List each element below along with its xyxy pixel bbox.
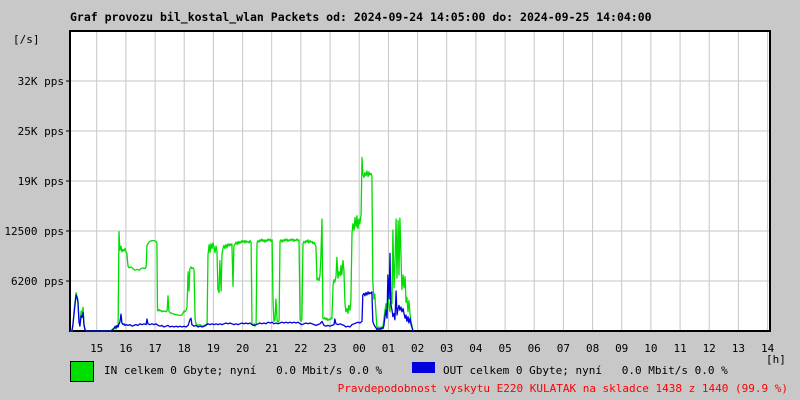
y-tick-label: 32K pps: [18, 75, 64, 88]
x-tick-label: 17: [148, 342, 161, 355]
legend-out-label: OUT celkem 0 Gbyte; nyní 0.0 Mbit/s 0.0 …: [443, 364, 728, 377]
x-tick-label: 08: [586, 342, 599, 355]
x-tick-label: 12: [703, 342, 716, 355]
legend-in-swatch: [70, 361, 94, 382]
x-tick-label: 04: [469, 342, 483, 355]
x-tick-label: 23: [323, 342, 336, 355]
legend-out-swatch: [412, 362, 435, 373]
legend-in-label: IN celkem 0 Gbyte; nyní 0.0 Mbit/s 0.0 %: [104, 364, 383, 377]
x-tick-label: 21: [265, 342, 278, 355]
x-axis-unit-label: [h]: [766, 353, 786, 366]
x-tick-label: 05: [498, 342, 511, 355]
x-tick-label: 07: [557, 342, 570, 355]
y-tick-label: 19K pps: [18, 175, 64, 188]
x-tick-label: 19: [207, 342, 220, 355]
y-axis-unit-label: [/s]: [13, 33, 40, 46]
series-out: [69, 252, 414, 332]
y-tick-label: 12500 pps: [4, 225, 64, 238]
x-tick-label: 01: [382, 342, 395, 355]
x-tick-label: 09: [615, 342, 628, 355]
availability-alert-text: Pravdepodobnost vyskytu E220 KULATAK na …: [337, 382, 788, 395]
x-tick-label: 16: [119, 342, 132, 355]
page-title: Graf provozu bil_kostal_wlan Packets od:…: [70, 10, 652, 24]
x-tick-label: 03: [440, 342, 453, 355]
x-tick-label: 00: [353, 342, 366, 355]
x-tick-label: 06: [528, 342, 541, 355]
x-tick-label: 15: [90, 342, 103, 355]
x-tick-label: 14: [761, 342, 775, 355]
y-tick-label: 25K pps: [18, 125, 64, 138]
x-tick-label: 20: [236, 342, 249, 355]
y-tick-label: 6200 pps: [11, 275, 64, 288]
x-tick-label: 02: [411, 342, 424, 355]
series-in: [70, 156, 414, 332]
x-tick-label: 10: [644, 342, 657, 355]
x-tick-label: 11: [673, 342, 686, 355]
x-tick-label: 18: [178, 342, 191, 355]
x-tick-label: 13: [732, 342, 745, 355]
x-tick-label: 22: [294, 342, 307, 355]
